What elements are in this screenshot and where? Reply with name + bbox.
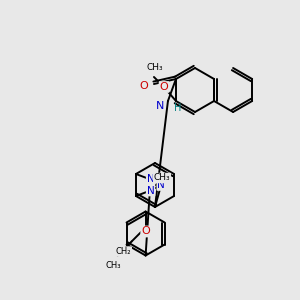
Text: N: N xyxy=(147,175,154,184)
Text: H: H xyxy=(174,103,181,113)
Text: O: O xyxy=(160,82,168,92)
Text: O: O xyxy=(141,226,150,236)
Text: N: N xyxy=(158,180,165,190)
Text: O: O xyxy=(140,81,148,91)
Text: N: N xyxy=(147,185,154,196)
Text: CH₂: CH₂ xyxy=(116,247,131,256)
Text: N: N xyxy=(156,101,164,111)
Text: CH₃: CH₃ xyxy=(147,62,163,71)
Text: CH₃: CH₃ xyxy=(106,261,121,270)
Text: CH₃: CH₃ xyxy=(154,173,170,182)
Text: methoxy: methoxy xyxy=(152,66,158,67)
